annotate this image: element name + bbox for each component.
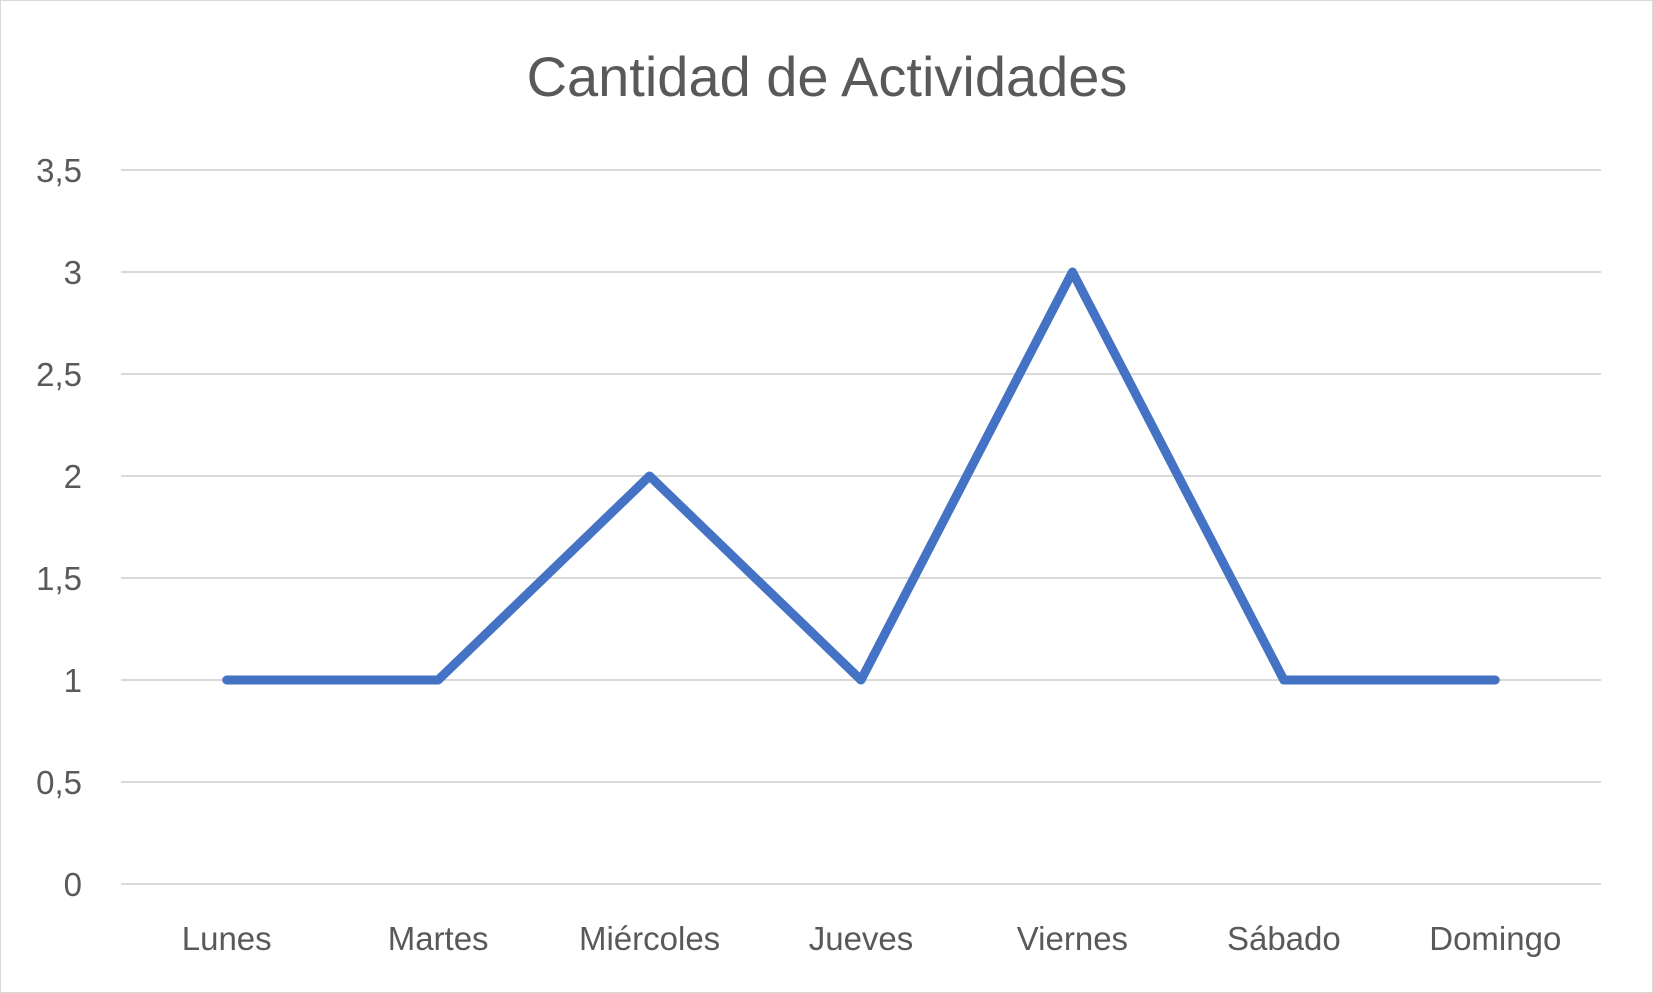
x-tick-label: Sábado xyxy=(1227,920,1341,957)
y-tick-label: 0,5 xyxy=(36,764,82,801)
y-tick-label: 1 xyxy=(64,662,82,699)
y-tick-label: 0 xyxy=(64,866,82,903)
x-axis-tick-labels: Lunes Martes Miércoles Jueves Viernes Sábado D… xyxy=(182,920,1562,957)
gridlines xyxy=(121,169,1601,885)
x-tick-label: Jueves xyxy=(809,920,914,957)
x-tick-label: Domingo xyxy=(1429,920,1561,957)
y-tick-label: 2 xyxy=(64,458,82,495)
series-layer xyxy=(222,267,1500,685)
y-tick-label: 3,5 xyxy=(36,152,82,189)
x-tick-label: Lunes xyxy=(182,920,272,957)
x-tick-label: Martes xyxy=(388,920,489,957)
y-tick-label: 2,5 xyxy=(36,356,82,393)
y-tick-label: 3 xyxy=(64,254,82,291)
y-axis-tick-labels: 0 0,5 1 1,5 2 2,5 3 3,5 xyxy=(36,152,82,903)
series-line xyxy=(222,267,1500,685)
x-tick-label: Miércoles xyxy=(579,920,720,957)
y-tick-label: 1,5 xyxy=(36,560,82,597)
chart-title: Cantidad de Actividades xyxy=(527,45,1128,108)
x-tick-label: Viernes xyxy=(1017,920,1128,957)
